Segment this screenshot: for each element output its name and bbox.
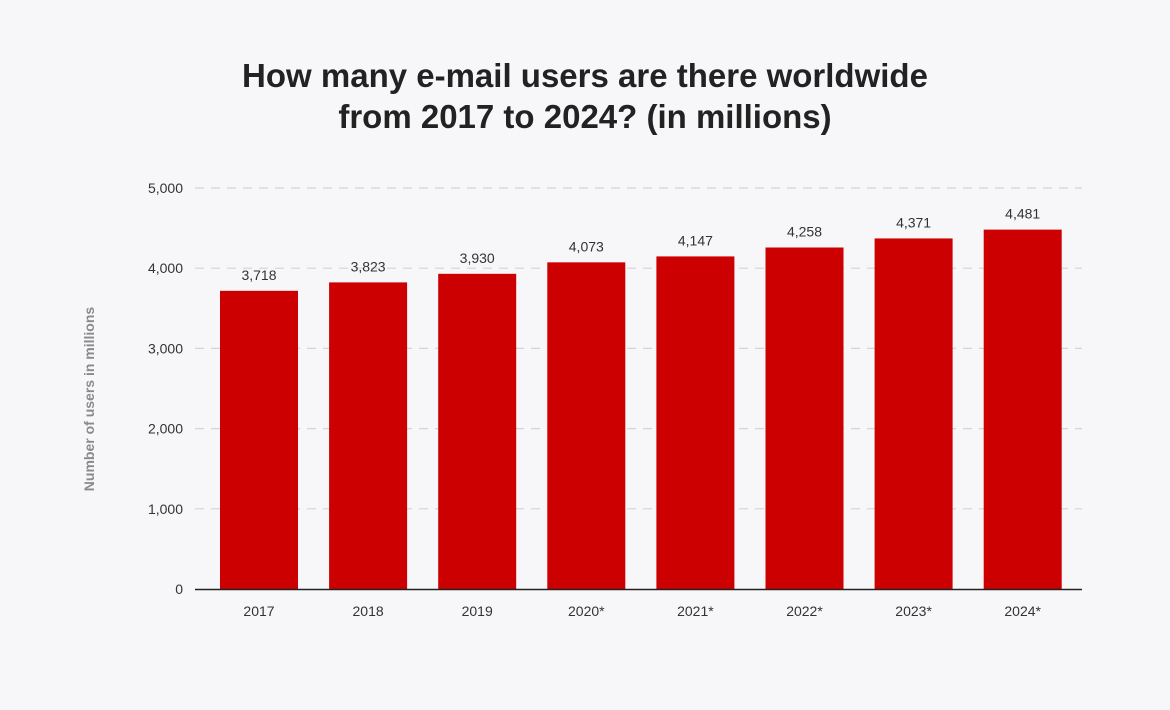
x-axis-ticks: 2017 2018 2019 2020* 2021* 2022* 2023* 2024* bbox=[243, 603, 1041, 619]
x-tick-label: 2019 bbox=[462, 603, 493, 619]
y-axis-title: Number of users in millions bbox=[81, 307, 97, 492]
data-label: 3,930 bbox=[460, 250, 495, 266]
x-tick-label: 2020* bbox=[568, 603, 605, 619]
y-tick-label: 4,000 bbox=[148, 260, 183, 276]
chart-title: How many e-mail users are there worldwid… bbox=[0, 55, 1170, 137]
bar-2024 bbox=[983, 229, 1062, 590]
bar-2019 bbox=[438, 273, 517, 589]
x-tick-label: 2018 bbox=[353, 603, 384, 619]
data-label: 4,258 bbox=[787, 224, 822, 240]
y-tick-label: 0 bbox=[175, 581, 183, 597]
y-tick-label: 3,000 bbox=[148, 340, 183, 356]
bar-2017 bbox=[220, 290, 298, 589]
x-tick-label: 2023* bbox=[895, 603, 932, 619]
bar-2018 bbox=[329, 282, 408, 589]
y-tick-label: 5,000 bbox=[148, 180, 183, 196]
data-label: 4,371 bbox=[896, 214, 931, 230]
data-label: 4,073 bbox=[569, 238, 604, 254]
bar-2022 bbox=[765, 247, 844, 589]
bars bbox=[220, 229, 1062, 590]
chart-title-line-1: How many e-mail users are there worldwid… bbox=[242, 57, 928, 94]
chart-title-line-2: from 2017 to 2024? (in millions) bbox=[338, 98, 832, 135]
x-tick-label: 2021* bbox=[677, 603, 714, 619]
y-tick-label: 1,000 bbox=[148, 501, 183, 517]
x-tick-label: 2022* bbox=[786, 603, 823, 619]
x-tick-label: 2017 bbox=[243, 603, 274, 619]
data-label: 4,481 bbox=[1005, 206, 1040, 222]
x-tick-label: 2024* bbox=[1004, 603, 1041, 619]
bar-2021 bbox=[656, 256, 735, 589]
data-labels: 3,718 3,823 3,930 4,073 4,147 4,258 4,371 4,481 bbox=[241, 206, 1040, 283]
data-label: 3,718 bbox=[241, 267, 276, 283]
y-axis-ticks: 0 1,000 2,000 3,000 4,000 5,000 bbox=[148, 180, 183, 597]
bar-2020 bbox=[547, 262, 626, 589]
y-tick-label: 2,000 bbox=[148, 421, 183, 437]
data-label: 4,147 bbox=[678, 232, 713, 248]
data-label: 3,823 bbox=[351, 258, 386, 274]
bar-2023 bbox=[874, 238, 953, 589]
